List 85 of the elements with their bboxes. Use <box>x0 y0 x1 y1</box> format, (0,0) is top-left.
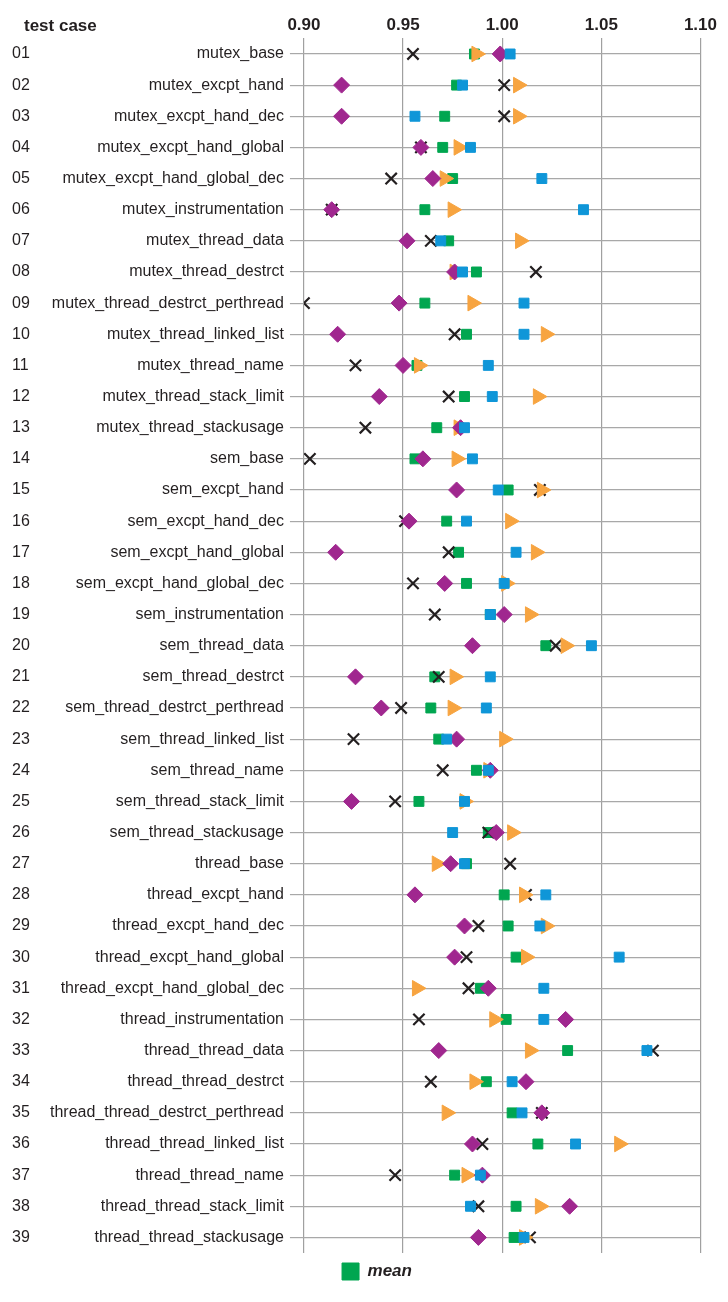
text: 18 <box>12 573 30 591</box>
y-tick-label: sem_thread_name <box>150 760 285 779</box>
text: 24 <box>12 760 30 778</box>
x-tick-label: 1.00 <box>485 14 519 34</box>
text: 35 <box>12 1103 30 1121</box>
text: 30 <box>12 947 30 965</box>
y-tick-label: thread_thread_linked_list <box>105 1134 285 1153</box>
y-tick-label: sem_excpt_hand_global_dec <box>75 573 284 592</box>
y-tick-label: sem_thread_data <box>159 636 285 655</box>
x-tick-label: 0.90 <box>287 14 321 34</box>
text: 20 <box>12 636 30 654</box>
y-tick-label: mutex_thread_stack_limit <box>102 386 285 405</box>
y-tick-label: mutex_excpt_hand_global <box>97 137 284 156</box>
text: 06 <box>12 200 30 218</box>
y-tick-label: sem_excpt_hand_global <box>110 542 284 561</box>
y-tick-label: sem_thread_destrct_perthread <box>65 698 284 717</box>
y-tick-label: sem_instrumentation <box>135 604 284 623</box>
y-tick-label: sem_thread_destrct <box>142 667 285 686</box>
x-tick-label: 0.95 <box>386 14 420 34</box>
text: 38 <box>12 1196 30 1214</box>
text: 34 <box>12 1072 30 1090</box>
y-tick-label: sem_base <box>210 449 285 468</box>
y-tick-label: thread_thread_data <box>144 1040 285 1059</box>
y-tick-label: mutex_thread_data <box>146 231 285 250</box>
text: 13 <box>12 418 30 436</box>
text: 25 <box>12 791 30 809</box>
text: 32 <box>12 1009 30 1027</box>
y-tick-label: thread_excpt_hand_global_dec <box>60 978 284 997</box>
y-tick-label: sem_thread_linked_list <box>120 729 285 748</box>
text: 33 <box>12 1040 30 1058</box>
y-tick-label: sem_excpt_hand_dec <box>127 511 284 530</box>
text: 39 <box>12 1227 30 1245</box>
y-tick-label: mutex_instrumentation <box>122 200 284 219</box>
y-tick-label: thread_thread_name <box>135 1165 285 1184</box>
y-tick-label: mutex_base <box>196 44 285 63</box>
text: 27 <box>12 854 30 872</box>
text: 05 <box>12 168 30 186</box>
y-tick-label: sem_excpt_hand <box>162 480 284 499</box>
y-tick-label: thread_excpt_hand_global <box>95 947 284 966</box>
y-tick-label: mutex_thread_name <box>137 355 285 374</box>
text: 10 <box>12 324 30 342</box>
text: 07 <box>12 231 30 249</box>
text: 03 <box>12 106 30 124</box>
y-tick-label: mutex_thread_linked_list <box>106 324 285 343</box>
y-tick-label: mutex_excpt_hand_dec <box>114 106 284 125</box>
x-tick-label: 1.05 <box>584 14 618 34</box>
text: 17 <box>12 542 30 560</box>
text: 31 <box>12 978 30 996</box>
text: 22 <box>12 698 30 716</box>
y-tick-label: mutex_thread_stackusage <box>96 418 285 437</box>
text: 08 <box>12 262 30 280</box>
y-tick-label: thread_thread_destrct_perthread <box>50 1103 284 1122</box>
y-tick-label: sem_thread_stack_limit <box>115 791 285 810</box>
text: 11 <box>12 355 29 373</box>
y-tick-label: thread_thread_stack_limit <box>100 1196 285 1215</box>
text: 23 <box>12 729 30 747</box>
text: 14 <box>12 449 30 467</box>
y-tick-label: sem_thread_stackusage <box>109 822 285 841</box>
legend-label: mean <box>367 1261 412 1281</box>
text: 01 <box>12 44 30 62</box>
text: 21 <box>12 667 30 685</box>
y-tick-label: thread_thread_destrct <box>127 1072 285 1091</box>
y-tick-label: mutex_excpt_hand <box>148 75 284 94</box>
y-tick-label: thread_excpt_hand_dec <box>112 916 284 935</box>
text: 26 <box>12 822 30 840</box>
text: 37 <box>12 1165 30 1183</box>
y-tick-label: thread_excpt_hand <box>146 885 284 904</box>
text: 12 <box>12 386 30 404</box>
text: 16 <box>12 511 30 529</box>
y-tick-label: thread_base <box>194 854 285 873</box>
y-axis-title: test case <box>24 15 97 35</box>
y-tick-label: thread_instrumentation <box>120 1009 284 1028</box>
text: 19 <box>12 604 30 622</box>
y-tick-label: mutex_thread_destrct_perthread <box>51 293 284 312</box>
y-tick-label: mutex_excpt_hand_global_dec <box>62 168 284 187</box>
text: 36 <box>12 1134 30 1152</box>
text: 15 <box>12 480 30 498</box>
text: 02 <box>12 75 30 93</box>
text: 04 <box>12 137 30 155</box>
x-tick-label: 1.10 <box>683 14 717 34</box>
y-tick-label: mutex_thread_destrct <box>129 262 285 281</box>
y-tick-label: thread_thread_stackusage <box>94 1227 285 1246</box>
text: 28 <box>12 885 30 903</box>
text: 29 <box>12 916 30 934</box>
text: 09 <box>12 293 30 311</box>
